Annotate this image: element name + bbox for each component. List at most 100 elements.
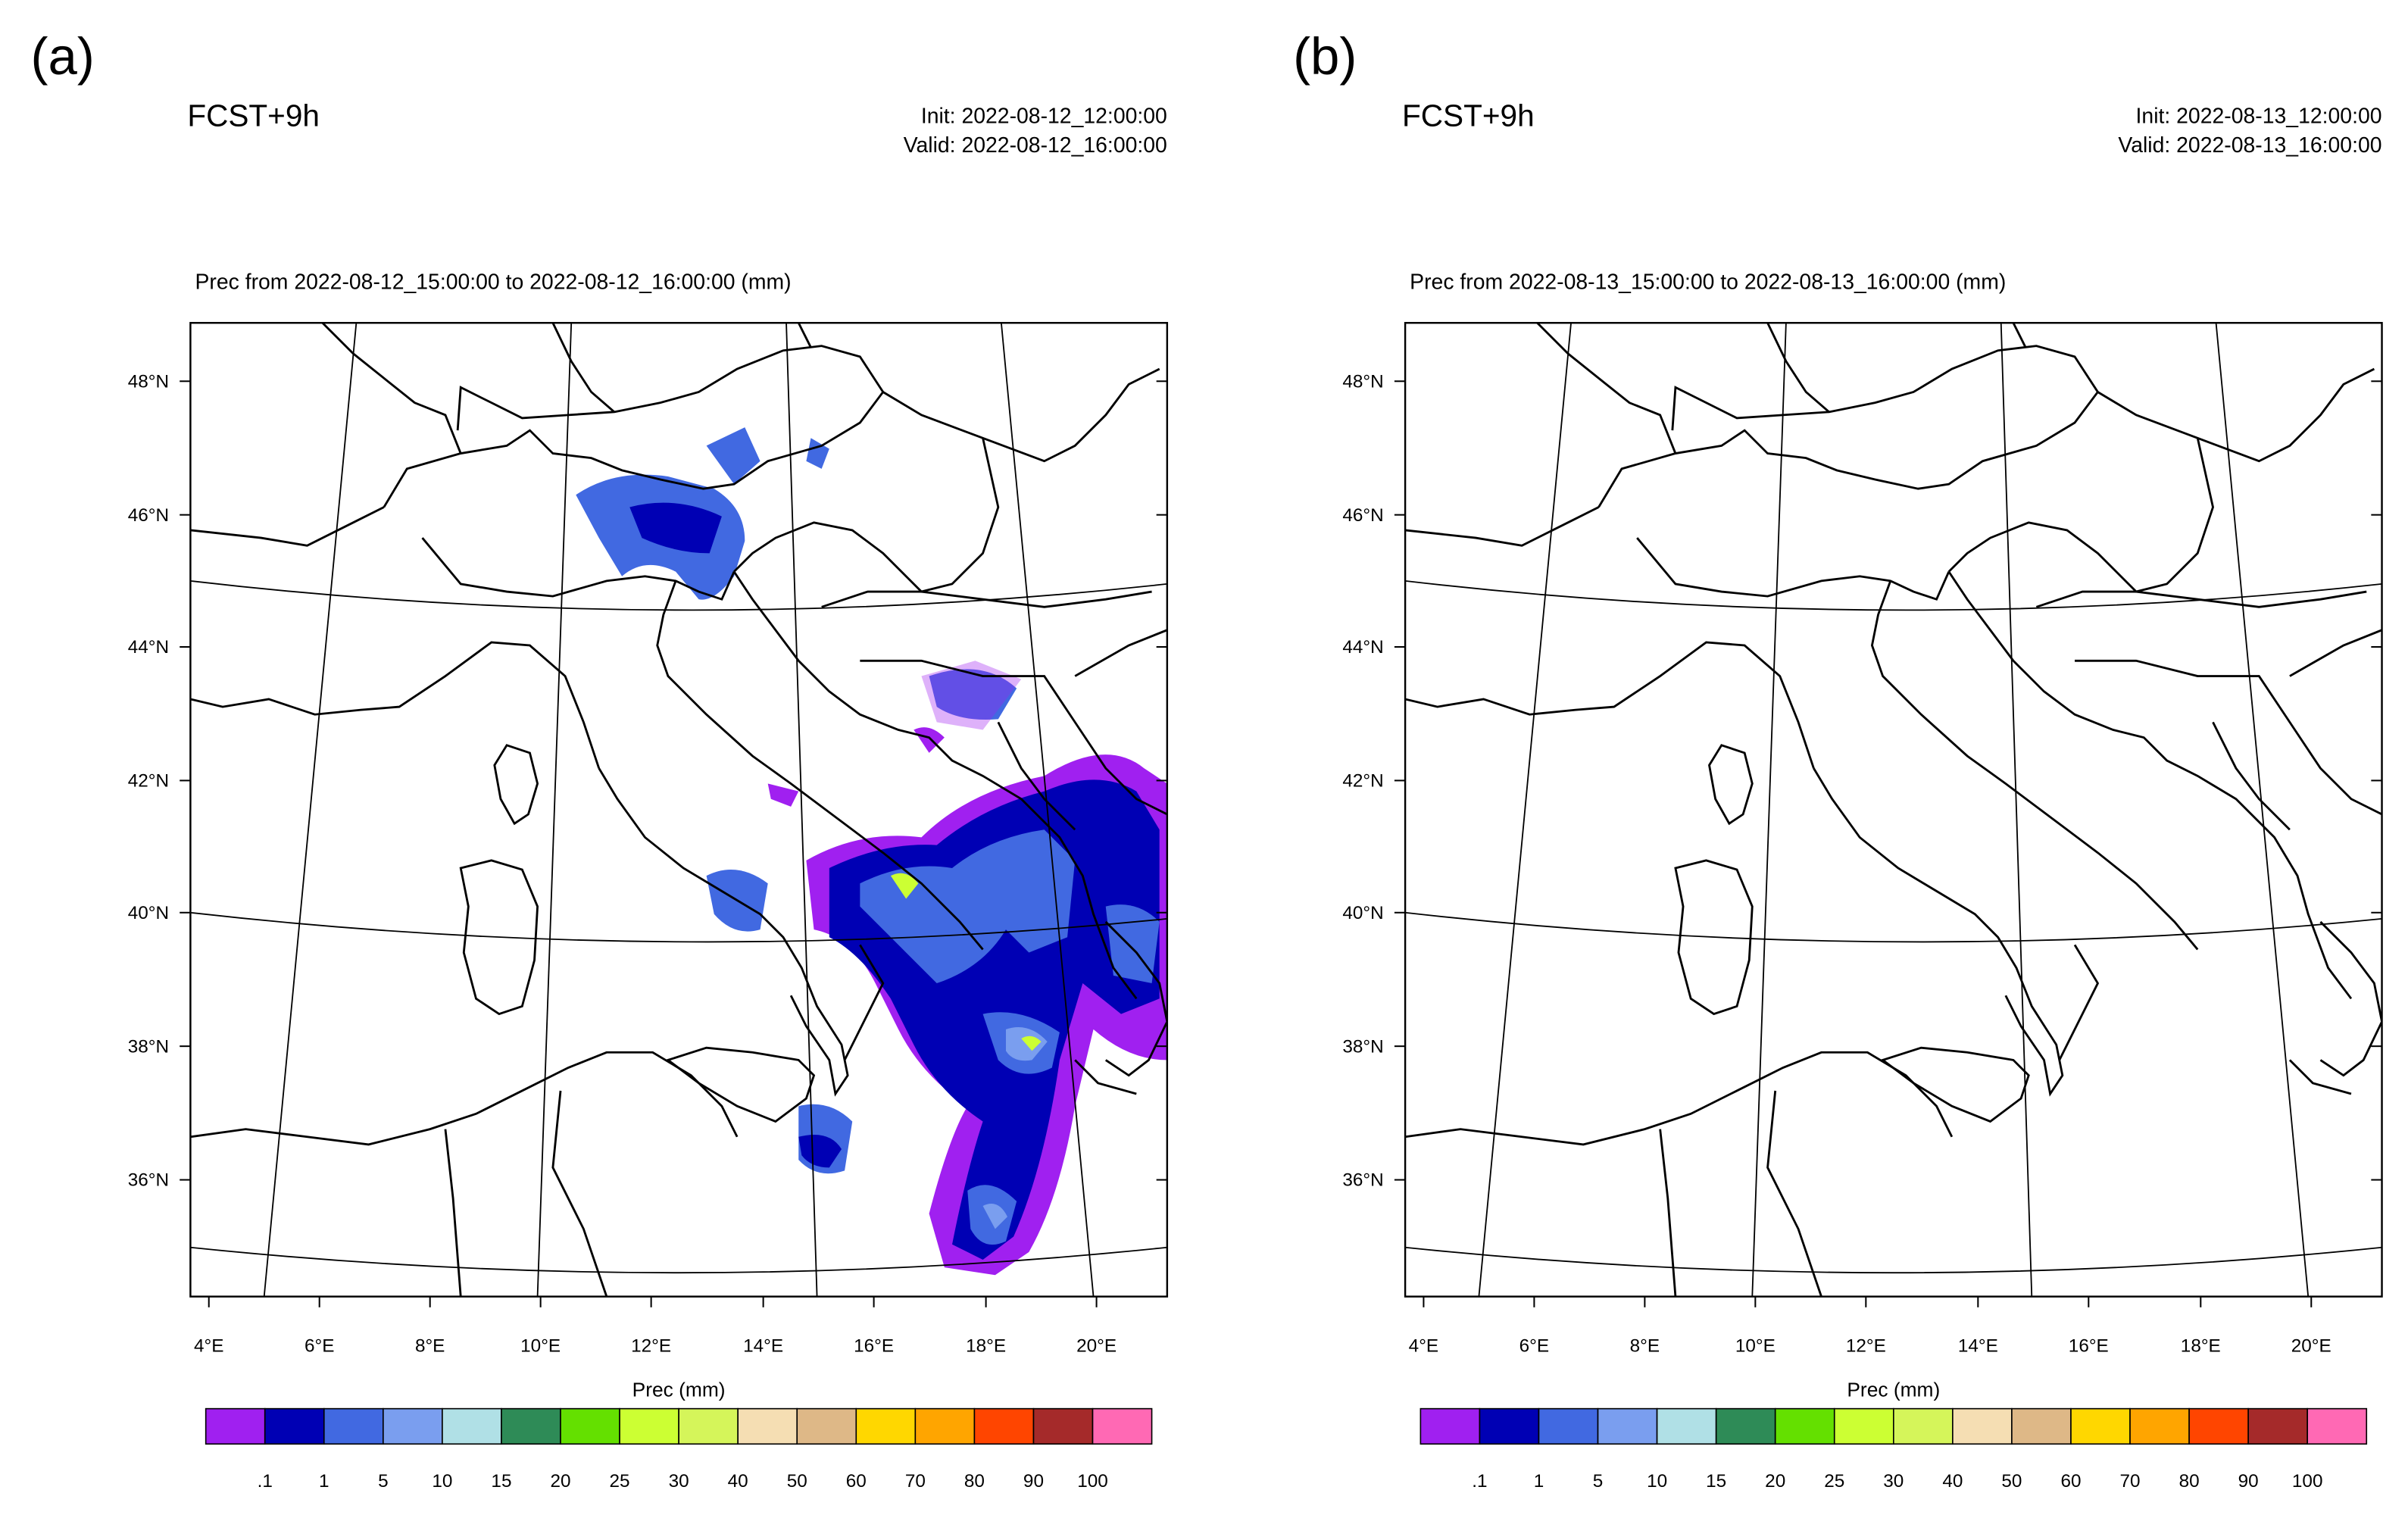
colorbar-level-label: 30 [1883, 1471, 1904, 1492]
lon-label: 12°E [1846, 1336, 1886, 1357]
colorbar-swatch [914, 1407, 976, 1445]
lat-label: 40°N [1342, 903, 1383, 923]
panel-label-a: (a) [31, 27, 95, 86]
lat-label: 42°N [1342, 771, 1383, 792]
coastlines-b [1405, 323, 2382, 1297]
colorbar-level-label: 1 [1534, 1471, 1544, 1492]
precip-field-b [1722, 330, 2275, 1118]
tick-marks-b [1393, 380, 2383, 1308]
colorbar-level-label: .1 [1472, 1471, 1487, 1492]
colorbar-level-label: 10 [1647, 1471, 1667, 1492]
lon-label: 14°E [1958, 1336, 1998, 1357]
colorbar-level-label: 60 [2060, 1471, 2081, 1492]
colorbar-swatch [1656, 1407, 1717, 1445]
panel-a: (a) FCST+9h Init: 2022-08-12_12:00:00 Va… [31, 27, 1169, 1492]
map-frame-a [189, 322, 1169, 1298]
forecast-label-a: FCST+9h [187, 98, 320, 133]
colorbar-level-label: 1 [319, 1471, 329, 1492]
colorbar-level-label: 15 [1706, 1471, 1726, 1492]
colorbar-swatch [205, 1407, 266, 1445]
colorbar-swatch [678, 1407, 739, 1445]
colorbar-swatch [323, 1407, 384, 1445]
lon-labels-a: 4°E 6°E 8°E 10°E 12°E 14°E 16°E 18°E 20°… [194, 1336, 1117, 1357]
colorbar-swatch [1597, 1407, 1658, 1445]
init-time-a: Init: 2022-08-12_12:00:00 [921, 105, 1167, 129]
graticule-b [1405, 323, 2382, 1297]
lon-label: 6°E [305, 1336, 334, 1357]
lon-label: 16°E [2069, 1336, 2109, 1357]
lat-label: 38°N [1342, 1036, 1383, 1057]
colorbar-labels-a: .1 1 5 10 15 20 25 30 40 50 60 70 80 90 100 [258, 1471, 1108, 1492]
lat-label: 36°N [128, 1170, 169, 1191]
colorbar-level-label: 80 [964, 1471, 985, 1492]
lat-label: 48°N [128, 371, 169, 392]
lon-label: 16°E [854, 1336, 894, 1357]
colorbar-swatch [619, 1407, 679, 1445]
colorbar-level-label: 100 [2292, 1471, 2323, 1492]
colorbar-level-label: 25 [610, 1471, 630, 1492]
colorbar-title-b: Prec (mm) [1847, 1378, 1940, 1401]
colorbar-a [205, 1407, 1153, 1445]
lat-labels-a: 48°N 46°N 44°N 42°N 40°N 38°N 36°N [128, 371, 169, 1190]
lat-label: 40°N [128, 903, 169, 923]
lat-label: 46°N [128, 505, 169, 526]
colorbar-level-label: 70 [905, 1471, 926, 1492]
colorbar-swatch [1479, 1407, 1540, 1445]
colorbar-level-label: 90 [1023, 1471, 1044, 1492]
colorbar-level-label: 30 [669, 1471, 689, 1492]
lat-labels-b: 48°N 46°N 44°N 42°N 40°N 38°N 36°N [1342, 371, 1383, 1190]
forecast-label-b: FCST+9h [1402, 98, 1535, 133]
lat-label: 46°N [1342, 505, 1383, 526]
lat-label: 44°N [1342, 637, 1383, 658]
colorbar-level-label: 70 [2120, 1471, 2141, 1492]
colorbar-swatch [264, 1407, 325, 1445]
colorbar-level-label: 90 [2238, 1471, 2259, 1492]
colorbar-title-a: Prec (mm) [632, 1378, 726, 1401]
lon-label: 18°E [966, 1336, 1006, 1357]
lon-label: 18°E [2181, 1336, 2221, 1357]
colorbar-level-label: 10 [432, 1471, 452, 1492]
colorbar-level-label: 5 [1593, 1471, 1604, 1492]
colorbar-level-label: 40 [728, 1471, 748, 1492]
colorbar-level-label: 20 [1765, 1471, 1785, 1492]
panel-label-b: (b) [1293, 27, 1357, 86]
lat-label: 44°N [128, 637, 169, 658]
lon-label: 20°E [1076, 1336, 1117, 1357]
colorbar-level-label: 50 [2001, 1471, 2022, 1492]
lon-label: 20°E [2291, 1336, 2331, 1357]
colorbar-level-label: 100 [1077, 1471, 1108, 1492]
valid-time-a: Valid: 2022-08-12_16:00:00 [904, 133, 1167, 158]
colorbar-swatch [2188, 1407, 2249, 1445]
map-subtitle-b: Prec from 2022-08-13_15:00:00 to 2022-08… [1410, 270, 2006, 295]
lat-label: 48°N [1342, 371, 1383, 392]
colorbar-level-label: 80 [2179, 1471, 2200, 1492]
valid-time-b: Valid: 2022-08-13_16:00:00 [2118, 133, 2381, 158]
colorbar-swatch [973, 1407, 1035, 1445]
colorbar-level-label: 20 [550, 1471, 570, 1492]
colorbar-level-label: 60 [846, 1471, 867, 1492]
lon-label: 10°E [1735, 1336, 1776, 1357]
colorbar-level-label: 40 [1942, 1471, 1963, 1492]
colorbar-swatch [1092, 1407, 1153, 1445]
colorbar-swatch [1774, 1407, 1835, 1445]
lon-label: 10°E [520, 1336, 561, 1357]
colorbar-swatch [737, 1407, 798, 1445]
colorbar-swatch [796, 1407, 857, 1445]
colorbar-labels-b: .1 1 5 10 15 20 25 30 40 50 60 70 80 90 100 [1472, 1471, 2322, 1492]
lon-label: 8°E [1630, 1336, 1660, 1357]
colorbar-swatch [1893, 1407, 1954, 1445]
colorbar-swatch [383, 1407, 443, 1445]
colorbar-swatch [1420, 1407, 1481, 1445]
panel-b: (b) FCST+9h Init: 2022-08-13_12:00:00 Va… [1293, 27, 2383, 1492]
init-time-b: Init: 2022-08-13_12:00:00 [2136, 105, 2382, 129]
lat-label: 36°N [1342, 1170, 1383, 1191]
colorbar-swatch [2070, 1407, 2131, 1445]
colorbar-level-label: 50 [787, 1471, 807, 1492]
colorbar-swatch [442, 1407, 502, 1445]
colorbar-b [1420, 1407, 2368, 1445]
colorbar-level-label: 15 [491, 1471, 511, 1492]
colorbar-swatch [1952, 1407, 2013, 1445]
colorbar-swatch [2247, 1407, 2309, 1445]
colorbar-swatch [1032, 1407, 1094, 1445]
